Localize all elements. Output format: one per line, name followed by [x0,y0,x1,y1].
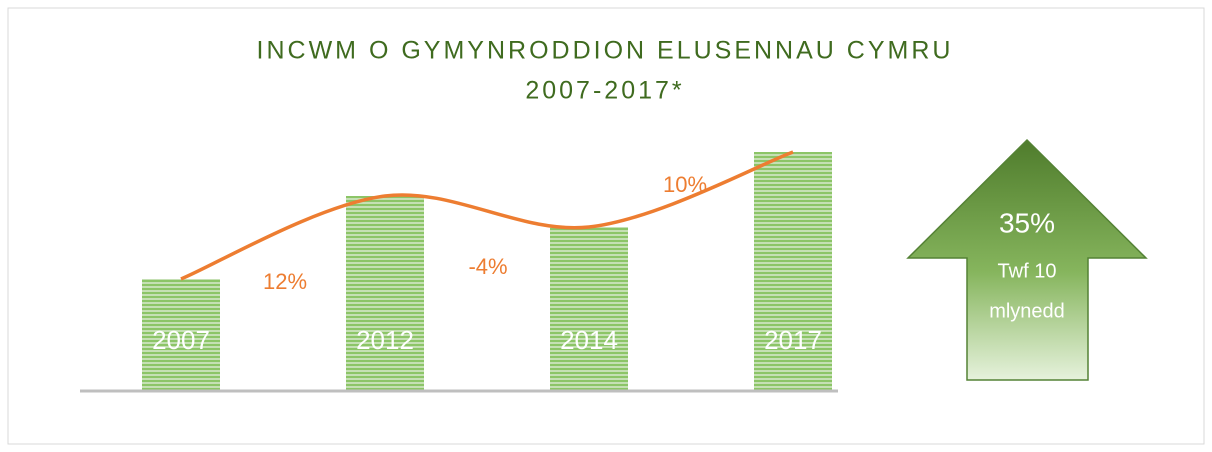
bar [346,196,424,390]
bar [754,152,832,390]
growth-label: 10% [663,172,707,197]
growth-label: -4% [468,254,507,279]
arrow-text: mlynedd [989,300,1065,322]
chart-subtitle: 2007-2017* [525,77,684,105]
arrow-shape [906,138,1148,381]
bar-category-label: 2014 [560,325,618,355]
bar-category-label: 2017 [764,325,822,355]
chart-title: INCWM O GYMYNRODDION ELUSENNAU CYMRU [257,37,954,65]
growth-label: 12% [263,269,307,294]
bar [550,227,628,390]
bar-category-label: 2007 [152,325,210,355]
trend-line [180,150,794,281]
bar-category-label: 2012 [356,325,414,355]
bar [142,279,220,390]
arrow-text: Twf 10 [998,260,1057,282]
arrow-value: 35% [999,207,1055,238]
growth-arrow: 35% Twf 10 mlynedd [906,138,1148,381]
